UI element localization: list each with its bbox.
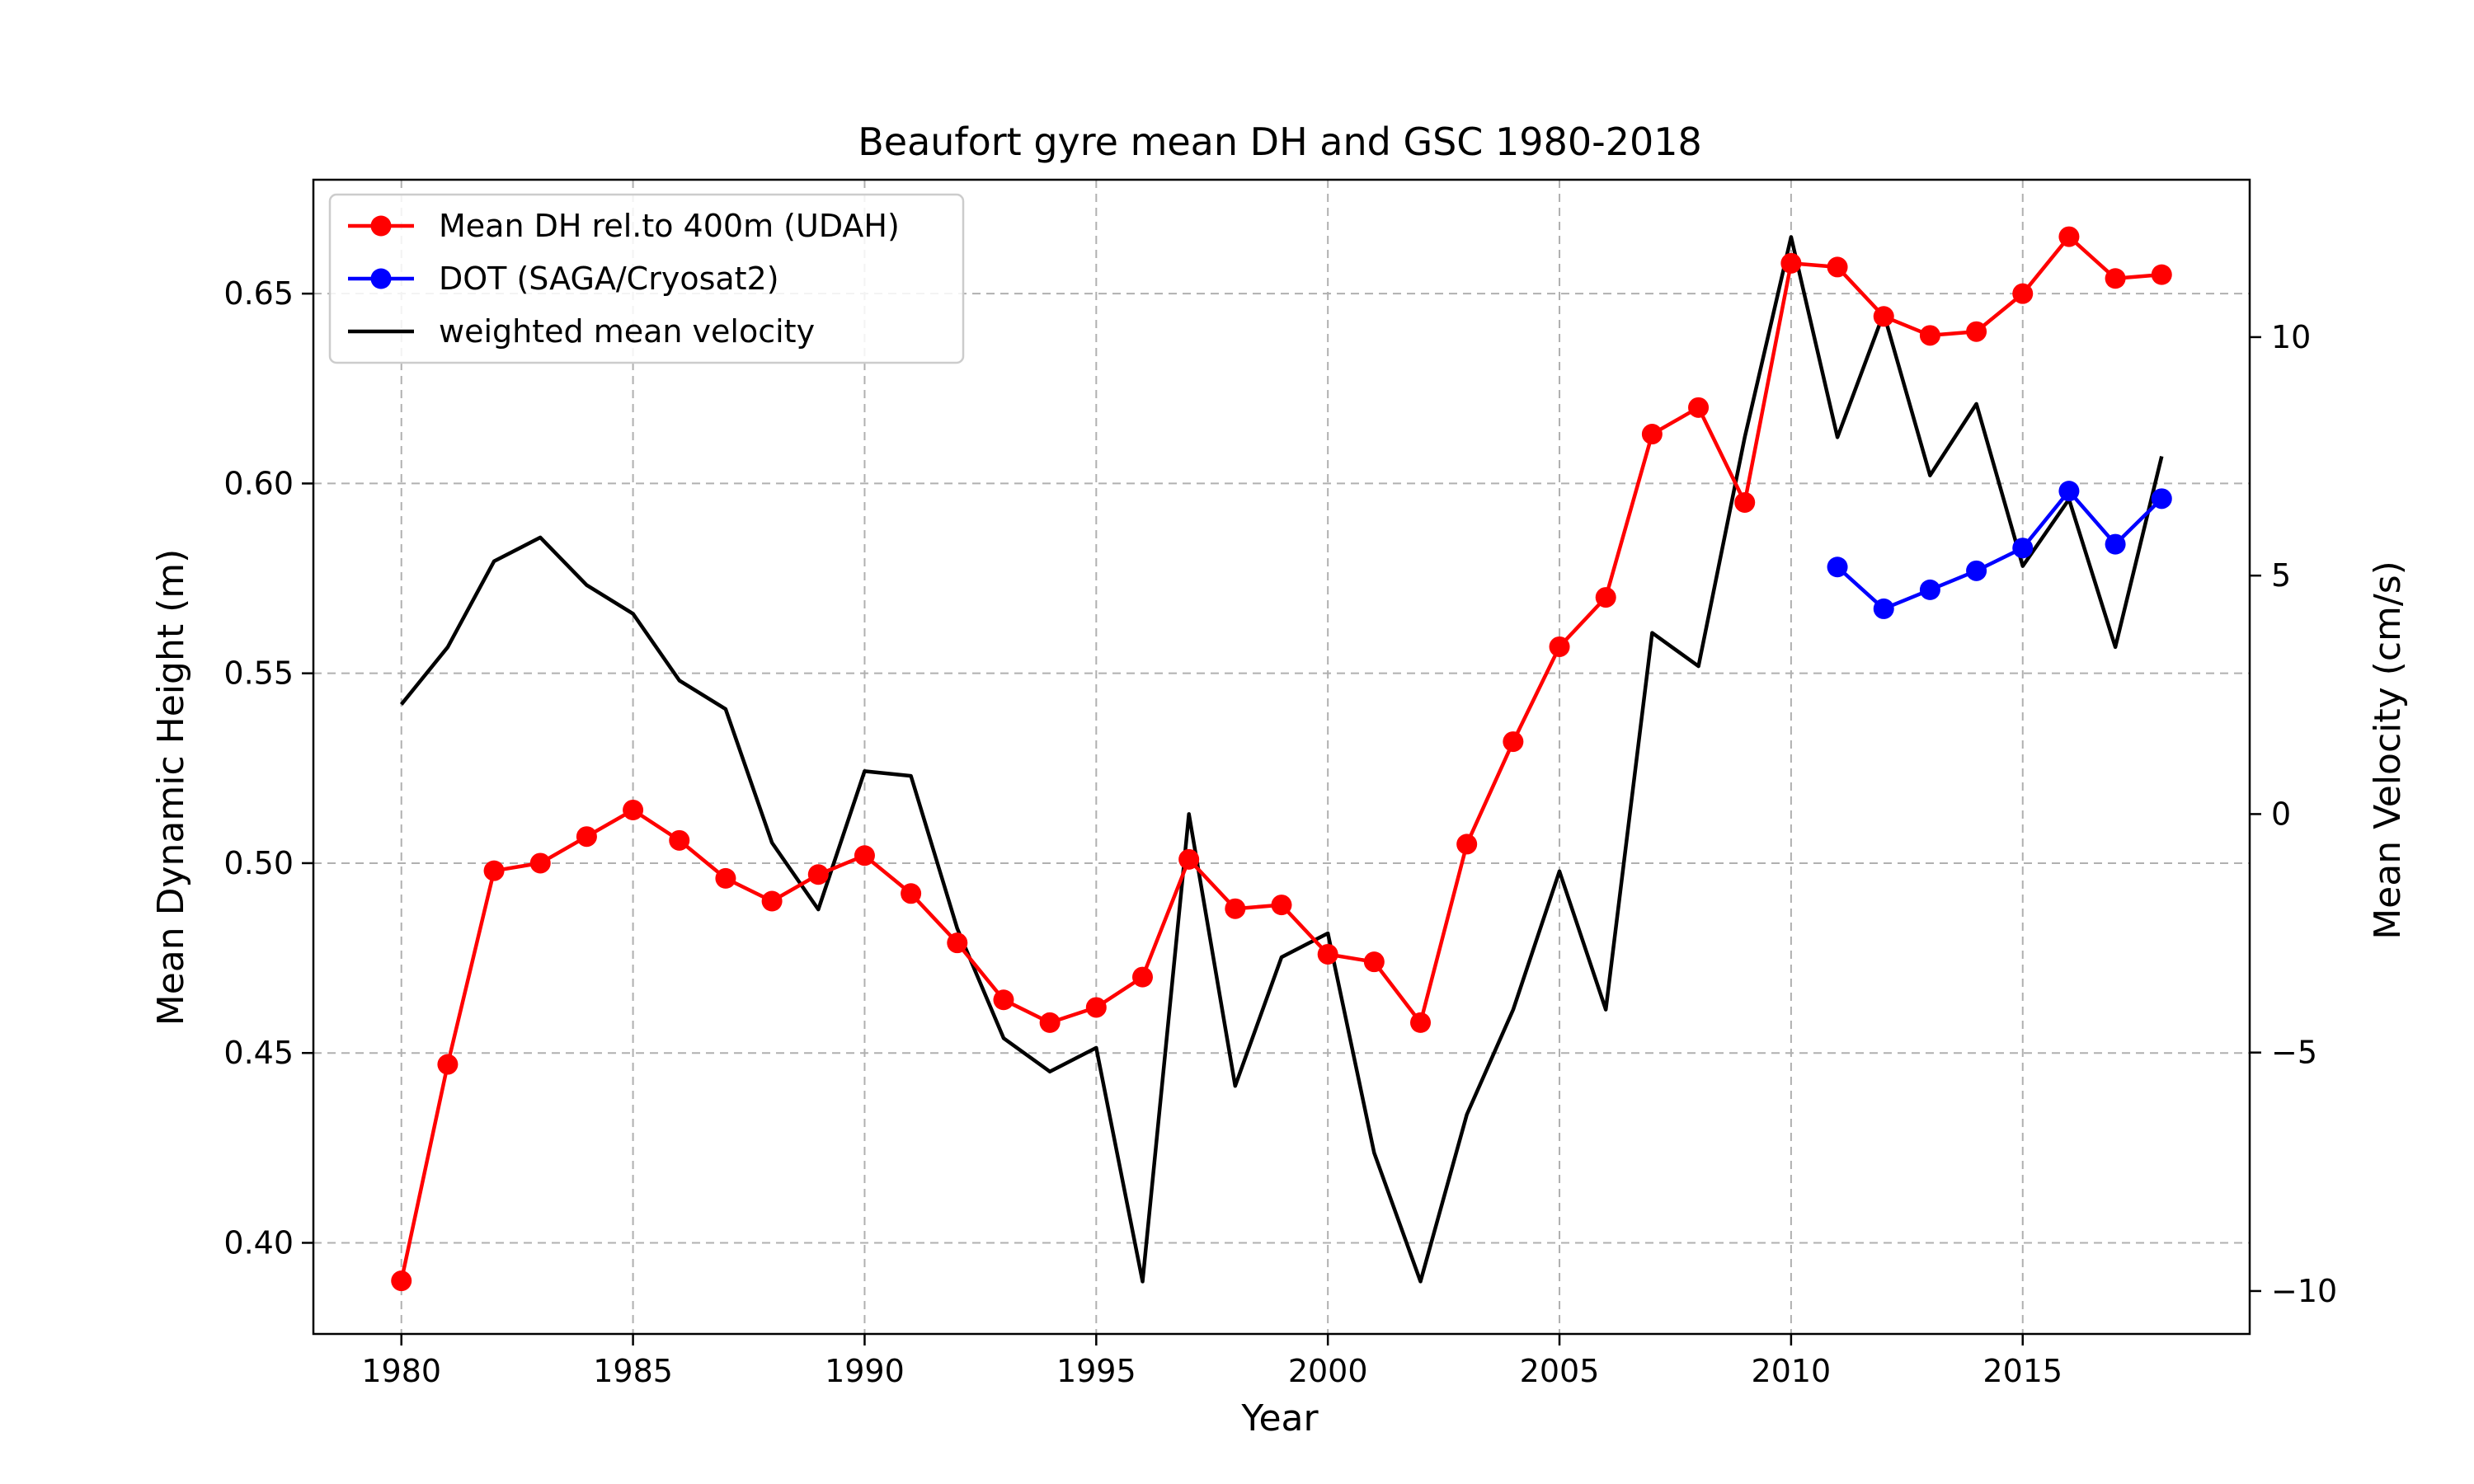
data-point (1827, 256, 1848, 278)
x-tick-label: 2005 (1520, 1353, 1600, 1389)
data-point (947, 932, 968, 954)
data-point (1827, 556, 1848, 578)
legend-swatch-marker (370, 268, 392, 289)
data-point (1317, 943, 1338, 965)
data-point (807, 864, 829, 885)
legend-item: Mean DH rel.to 400m (UDAH) (348, 208, 900, 244)
data-point (1271, 895, 1292, 916)
legend: Mean DH rel.to 400m (UDAH) DOT (SAGA/Cryo… (328, 193, 965, 364)
data-point (1919, 579, 1940, 600)
y-tick-label: 0.60 (223, 465, 294, 501)
data-point (1363, 951, 1385, 973)
legend-label: weighted mean velocity (439, 313, 815, 350)
data-point (1131, 966, 1153, 988)
x-tick-label: 2010 (1752, 1353, 1832, 1389)
y-tick-label: 0.55 (223, 655, 294, 692)
legend-label: Mean DH rel.to 400m (UDAH) (439, 208, 900, 244)
data-point (2151, 264, 2172, 285)
data-point (437, 1054, 459, 1075)
x-tick-label: 1985 (593, 1353, 673, 1389)
data-point (854, 845, 875, 866)
y-tick-label: 0.50 (223, 845, 294, 881)
x-tick-label: 2015 (1982, 1353, 2062, 1389)
y2-tick-label: 5 (2271, 557, 2291, 594)
y2-tick-label: 10 (2271, 319, 2311, 355)
data-point (1641, 424, 1663, 445)
data-point (2105, 533, 2126, 555)
data-point (2058, 226, 2080, 247)
data-point (2151, 488, 2172, 510)
y2-tick-label: −5 (2271, 1035, 2317, 1071)
y-axis-label: Mean Dynamic Height (m) (150, 549, 192, 1026)
legend-label: DOT (SAGA/Cryosat2) (439, 261, 779, 297)
data-point (2012, 283, 2034, 304)
data-point (483, 860, 505, 881)
data-point (1595, 587, 1616, 608)
data-point (2058, 481, 2080, 502)
data-point (391, 1270, 412, 1292)
data-point (1966, 560, 1987, 581)
legend-item: DOT (SAGA/Cryosat2) (348, 261, 779, 297)
data-point (1225, 898, 1246, 919)
data-point (1873, 598, 1894, 619)
data-point (1085, 997, 1107, 1018)
legend-item: weighted mean velocity (348, 313, 815, 350)
data-point (1503, 731, 1524, 753)
data-point (715, 867, 736, 889)
data-point (1549, 636, 1570, 657)
data-point (1873, 306, 1894, 327)
data-point (1039, 1012, 1061, 1033)
chart-title: Beaufort gyre mean DH and GSC 1980-2018 (858, 120, 1702, 164)
grid (313, 180, 2250, 1334)
legend-swatch-marker (370, 215, 392, 237)
data-point (1734, 491, 1756, 513)
data-point (623, 799, 644, 820)
x-tick-label: 2000 (1288, 1353, 1368, 1389)
y-tick-label: 0.40 (223, 1224, 294, 1261)
data-point (1178, 848, 1200, 870)
data-point (576, 826, 597, 848)
data-point (2012, 538, 2034, 559)
y2-axis-label: Mean Velocity (cm/s) (2367, 561, 2409, 940)
data-point (1688, 397, 1710, 418)
data-point (1919, 325, 1940, 346)
plot-frame (312, 178, 2251, 1336)
data-point (1410, 1012, 1432, 1033)
data-point (1966, 321, 1987, 342)
data-point (669, 829, 690, 851)
data-point (761, 890, 783, 912)
y2-tick-label: −10 (2271, 1273, 2337, 1309)
data-point (2105, 268, 2126, 289)
series-0 (391, 226, 2172, 1292)
y-tick-label: 0.65 (223, 275, 294, 312)
legend-box (328, 193, 965, 364)
x-tick-label: 1990 (825, 1353, 905, 1389)
axes: 1980 1985 1990 1995 2000 2005 2010 2015 0.40 0.45… (223, 275, 2337, 1389)
data-point (1780, 252, 1802, 274)
data-point (529, 852, 551, 874)
data-point (901, 883, 922, 904)
y2-tick-label: 0 (2271, 796, 2291, 832)
x-tick-label: 1980 (361, 1353, 441, 1389)
data-point (993, 989, 1014, 1011)
data-point (1456, 834, 1478, 855)
y-tick-label: 0.45 (223, 1035, 294, 1071)
series-2 (399, 235, 2164, 1284)
series-line (399, 235, 2164, 1284)
x-tick-label: 1995 (1056, 1353, 1136, 1389)
series-layer (391, 226, 2172, 1292)
series-1 (1827, 481, 2172, 619)
x-axis-label: Year (1240, 1397, 1319, 1439)
